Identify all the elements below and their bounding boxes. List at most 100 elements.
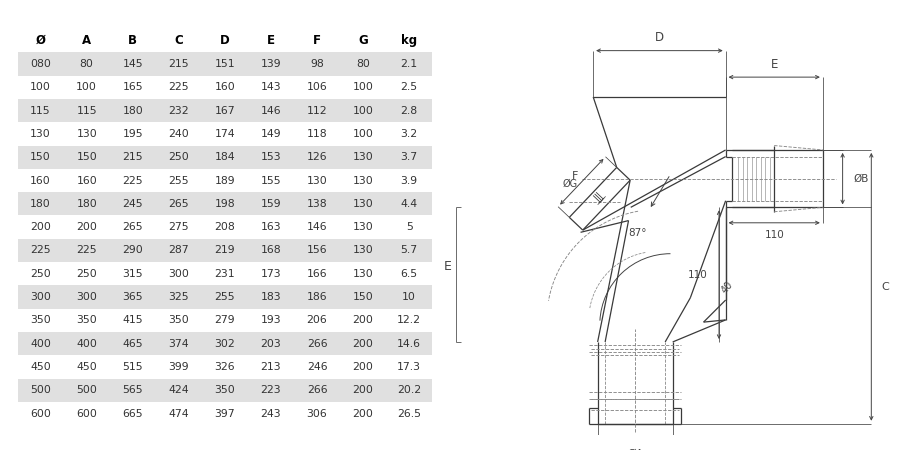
Text: 302: 302 <box>214 339 235 349</box>
Text: 266: 266 <box>307 339 328 349</box>
Bar <box>18 379 432 402</box>
Text: 2.5: 2.5 <box>400 82 418 92</box>
Text: 265: 265 <box>122 222 143 232</box>
Text: 246: 246 <box>307 362 328 372</box>
Text: 112: 112 <box>307 105 328 116</box>
Text: 350: 350 <box>214 386 235 396</box>
Text: 110: 110 <box>688 270 708 279</box>
Text: 225: 225 <box>122 176 143 185</box>
Text: 146: 146 <box>261 105 282 116</box>
Text: 180: 180 <box>122 105 143 116</box>
Text: kg: kg <box>401 34 418 47</box>
Text: 100: 100 <box>353 129 374 139</box>
Text: 17.3: 17.3 <box>397 362 421 372</box>
Text: 150: 150 <box>31 152 51 162</box>
Text: 200: 200 <box>353 386 374 396</box>
Text: 146: 146 <box>307 222 328 232</box>
Text: 174: 174 <box>214 129 235 139</box>
Text: 374: 374 <box>168 339 189 349</box>
Text: 400: 400 <box>76 339 97 349</box>
Text: 159: 159 <box>261 199 282 209</box>
Text: 200: 200 <box>31 222 51 232</box>
Text: 223: 223 <box>261 386 282 396</box>
Text: 206: 206 <box>307 315 328 325</box>
Text: 243: 243 <box>261 409 282 419</box>
Text: 173: 173 <box>261 269 282 279</box>
Text: 266: 266 <box>307 386 328 396</box>
Text: F: F <box>313 34 321 47</box>
Bar <box>18 332 432 356</box>
Text: C: C <box>175 34 184 47</box>
Text: 6.5: 6.5 <box>400 269 418 279</box>
Text: 200: 200 <box>353 339 374 349</box>
Text: 166: 166 <box>307 269 328 279</box>
Text: ØB: ØB <box>853 174 869 184</box>
Text: 145: 145 <box>122 59 143 69</box>
Text: E: E <box>267 34 275 47</box>
Text: 200: 200 <box>353 315 374 325</box>
Text: 139: 139 <box>261 59 282 69</box>
Text: 600: 600 <box>76 409 97 419</box>
Text: 600: 600 <box>31 409 51 419</box>
Text: 415: 415 <box>122 315 143 325</box>
Text: 300: 300 <box>76 292 97 302</box>
Text: 290: 290 <box>122 246 143 256</box>
Text: 080: 080 <box>31 59 51 69</box>
Text: 130: 130 <box>353 222 374 232</box>
Text: 215: 215 <box>168 59 189 69</box>
Text: 465: 465 <box>122 339 143 349</box>
Text: 165: 165 <box>122 82 143 92</box>
Text: 515: 515 <box>122 362 143 372</box>
Text: 400: 400 <box>31 339 51 349</box>
Bar <box>18 99 432 122</box>
Bar <box>18 192 432 216</box>
Text: 130: 130 <box>31 129 51 139</box>
Text: A: A <box>82 34 91 47</box>
Text: 350: 350 <box>76 315 97 325</box>
Text: 225: 225 <box>168 82 189 92</box>
Bar <box>18 145 432 169</box>
Text: 40: 40 <box>720 279 735 295</box>
Text: 315: 315 <box>122 269 143 279</box>
Text: 160: 160 <box>214 82 235 92</box>
Text: 130: 130 <box>353 176 374 185</box>
Text: 250: 250 <box>168 152 189 162</box>
Text: 160: 160 <box>76 176 97 185</box>
Text: 250: 250 <box>76 269 97 279</box>
Text: E: E <box>770 58 778 71</box>
Text: D: D <box>220 34 230 47</box>
Text: 115: 115 <box>76 105 97 116</box>
Text: 156: 156 <box>307 246 328 256</box>
Text: 325: 325 <box>168 292 189 302</box>
Text: G: G <box>358 34 368 47</box>
Text: 565: 565 <box>122 386 143 396</box>
Text: 167: 167 <box>214 105 235 116</box>
Text: 215: 215 <box>122 152 143 162</box>
Bar <box>18 52 432 76</box>
Text: 100: 100 <box>353 82 374 92</box>
Text: 130: 130 <box>307 176 328 185</box>
Text: 130: 130 <box>353 246 374 256</box>
Text: 219: 219 <box>214 246 235 256</box>
Text: 225: 225 <box>76 246 97 256</box>
Text: 240: 240 <box>168 129 189 139</box>
Text: 275: 275 <box>168 222 189 232</box>
Text: 153: 153 <box>261 152 282 162</box>
Text: 350: 350 <box>31 315 51 325</box>
Text: 10: 10 <box>402 292 416 302</box>
Text: C: C <box>881 282 889 292</box>
Text: 26.5: 26.5 <box>397 409 421 419</box>
Text: 232: 232 <box>168 105 189 116</box>
Bar <box>18 239 432 262</box>
Text: 163: 163 <box>261 222 282 232</box>
Text: 193: 193 <box>261 315 282 325</box>
Text: 180: 180 <box>31 199 51 209</box>
Text: 168: 168 <box>261 246 282 256</box>
Text: 14.6: 14.6 <box>397 339 421 349</box>
Text: 130: 130 <box>353 199 374 209</box>
Text: 149: 149 <box>261 129 282 139</box>
Text: 350: 350 <box>168 315 189 325</box>
Text: 87°: 87° <box>628 228 647 238</box>
Text: 5: 5 <box>406 222 412 232</box>
Text: 12.2: 12.2 <box>397 315 421 325</box>
